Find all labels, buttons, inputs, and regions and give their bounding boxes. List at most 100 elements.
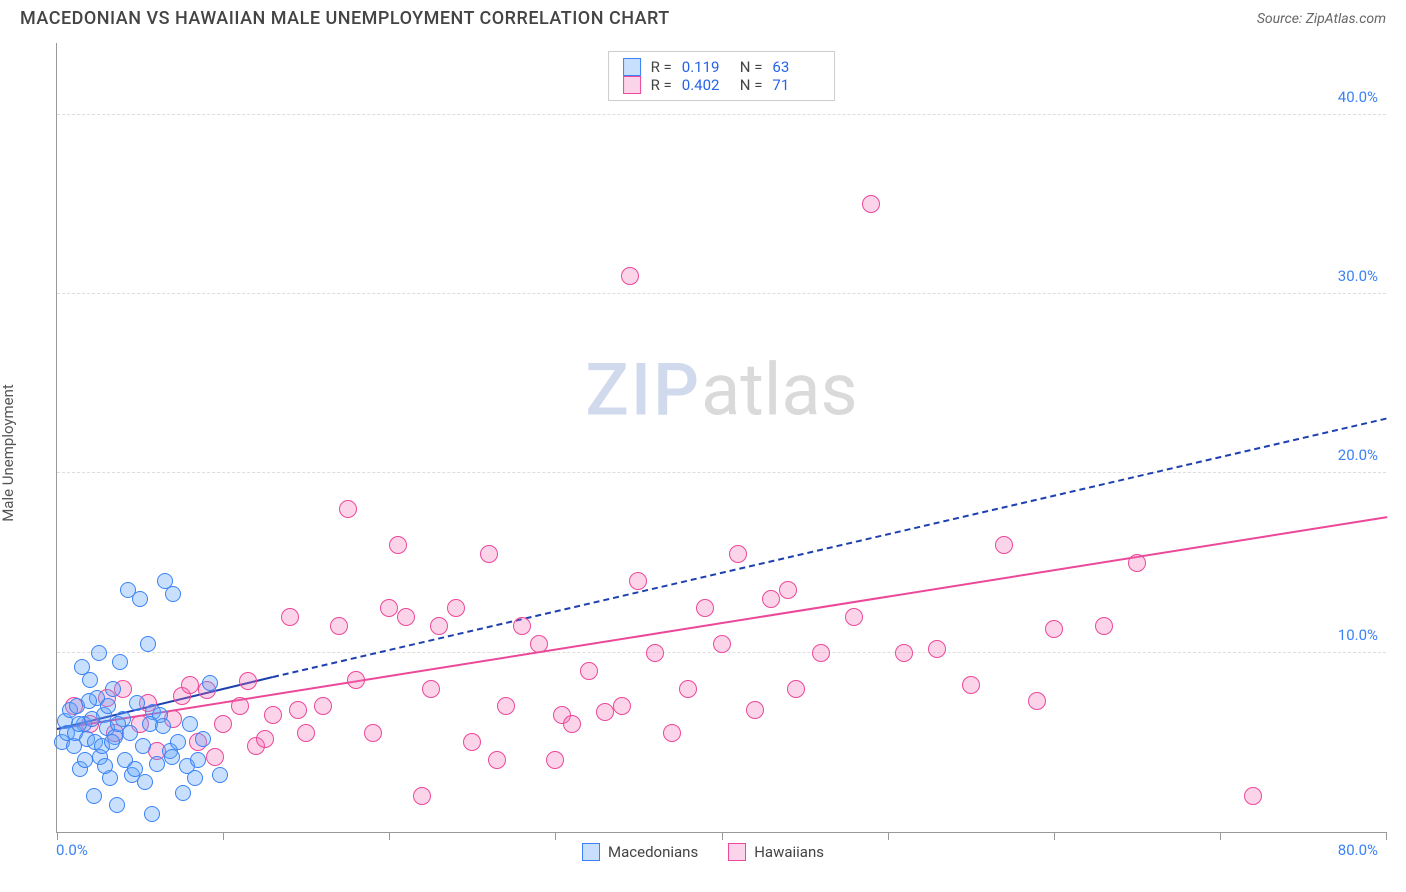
data-point-series-a bbox=[104, 734, 120, 750]
x-tick bbox=[1054, 832, 1055, 840]
data-point-series-b bbox=[621, 267, 639, 285]
legend-item-series-b: Hawaiians bbox=[728, 843, 824, 861]
stats-row-series-b: R = 0.402 N = 71 bbox=[623, 76, 821, 94]
data-point-series-a bbox=[129, 695, 145, 711]
data-point-series-b bbox=[413, 787, 431, 805]
swatch-series-b bbox=[728, 843, 746, 861]
data-point-series-a bbox=[100, 698, 116, 714]
data-point-series-b bbox=[389, 536, 407, 554]
data-point-series-b bbox=[995, 536, 1013, 554]
data-point-series-b bbox=[1128, 554, 1146, 572]
data-point-series-a bbox=[84, 711, 100, 727]
plot-region: ZIPatlas R = 0.119 N = 63 R = 0.402 N = … bbox=[56, 43, 1386, 833]
data-point-series-b bbox=[845, 608, 863, 626]
data-point-series-b bbox=[339, 500, 357, 518]
data-point-series-b bbox=[812, 644, 830, 662]
data-point-series-a bbox=[86, 788, 102, 804]
data-point-series-a bbox=[135, 738, 151, 754]
data-point-series-b bbox=[214, 715, 232, 733]
data-point-series-a bbox=[122, 725, 138, 741]
data-point-series-b bbox=[380, 599, 398, 617]
data-point-series-b bbox=[596, 703, 614, 721]
data-point-series-a bbox=[105, 681, 121, 697]
data-point-series-b bbox=[497, 697, 515, 715]
data-point-series-b bbox=[463, 733, 481, 751]
data-point-series-b bbox=[928, 640, 946, 658]
data-point-series-a bbox=[190, 752, 206, 768]
data-point-series-a bbox=[149, 756, 165, 772]
data-point-series-b bbox=[1244, 787, 1262, 805]
data-point-series-a bbox=[97, 758, 113, 774]
gridline bbox=[57, 472, 1386, 473]
x-tick bbox=[1220, 832, 1221, 840]
data-point-series-b bbox=[613, 697, 631, 715]
data-point-series-b bbox=[530, 635, 548, 653]
data-point-series-b bbox=[862, 195, 880, 213]
x-tick bbox=[389, 832, 390, 840]
y-tick-label: 40.0% bbox=[1338, 88, 1378, 106]
data-point-series-a bbox=[165, 586, 181, 602]
data-point-series-b bbox=[679, 680, 697, 698]
data-point-series-b bbox=[563, 715, 581, 733]
data-point-series-b bbox=[364, 724, 382, 742]
swatch-series-b bbox=[623, 76, 641, 94]
data-point-series-b bbox=[1045, 620, 1063, 638]
data-point-series-b bbox=[787, 680, 805, 698]
data-point-series-b bbox=[430, 617, 448, 635]
gridline bbox=[57, 114, 1386, 115]
y-tick-label: 30.0% bbox=[1338, 267, 1378, 285]
data-point-series-b bbox=[181, 676, 199, 694]
data-point-series-a bbox=[144, 806, 160, 822]
data-point-series-a bbox=[164, 749, 180, 765]
data-point-series-a bbox=[112, 654, 128, 670]
x-tick bbox=[722, 832, 723, 840]
data-point-series-b bbox=[330, 617, 348, 635]
y-tick-label: 10.0% bbox=[1338, 626, 1378, 644]
data-point-series-a bbox=[82, 672, 98, 688]
data-point-series-b bbox=[1028, 692, 1046, 710]
data-point-series-a bbox=[91, 645, 107, 661]
data-point-series-a bbox=[132, 591, 148, 607]
data-point-series-b bbox=[297, 724, 315, 742]
swatch-series-a bbox=[582, 843, 600, 861]
data-point-series-b bbox=[206, 748, 224, 766]
stats-row-series-a: R = 0.119 N = 63 bbox=[623, 58, 821, 76]
data-point-series-b bbox=[746, 701, 764, 719]
data-point-series-b bbox=[962, 676, 980, 694]
x-tick bbox=[555, 832, 556, 840]
data-point-series-a bbox=[109, 797, 125, 813]
data-point-series-b bbox=[729, 545, 747, 563]
source-attribution: Source: ZipAtlas.com bbox=[1257, 11, 1386, 27]
data-point-series-a bbox=[140, 636, 156, 652]
data-point-series-a bbox=[137, 774, 153, 790]
x-tick bbox=[223, 832, 224, 840]
data-point-series-b bbox=[1095, 617, 1113, 635]
data-point-series-b bbox=[546, 751, 564, 769]
data-point-series-b bbox=[713, 635, 731, 653]
data-point-series-a bbox=[77, 752, 93, 768]
legend-item-series-a: Macedonians bbox=[582, 843, 698, 861]
y-tick-label: 20.0% bbox=[1338, 446, 1378, 464]
data-point-series-a bbox=[127, 761, 143, 777]
watermark: ZIPatlas bbox=[585, 348, 857, 433]
data-point-series-b bbox=[256, 730, 274, 748]
trend-line bbox=[57, 516, 1387, 730]
data-point-series-a bbox=[175, 785, 191, 801]
data-point-series-b bbox=[779, 581, 797, 599]
data-point-series-b bbox=[513, 617, 531, 635]
data-point-series-b bbox=[629, 572, 647, 590]
legend: Macedonians Hawaiians bbox=[582, 843, 824, 861]
data-point-series-b bbox=[762, 590, 780, 608]
data-point-series-a bbox=[81, 693, 97, 709]
data-point-series-b bbox=[347, 671, 365, 689]
data-point-series-b bbox=[397, 608, 415, 626]
data-point-series-a bbox=[212, 767, 228, 783]
x-tick bbox=[1386, 832, 1387, 840]
data-point-series-b bbox=[696, 599, 714, 617]
data-point-series-b bbox=[231, 697, 249, 715]
x-axis-max-label: 80.0% bbox=[1338, 841, 1378, 859]
correlation-stats-box: R = 0.119 N = 63 R = 0.402 N = 71 bbox=[608, 51, 836, 101]
data-point-series-b bbox=[422, 680, 440, 698]
data-point-series-a bbox=[195, 731, 211, 747]
x-axis-origin-label: 0.0% bbox=[56, 841, 88, 859]
